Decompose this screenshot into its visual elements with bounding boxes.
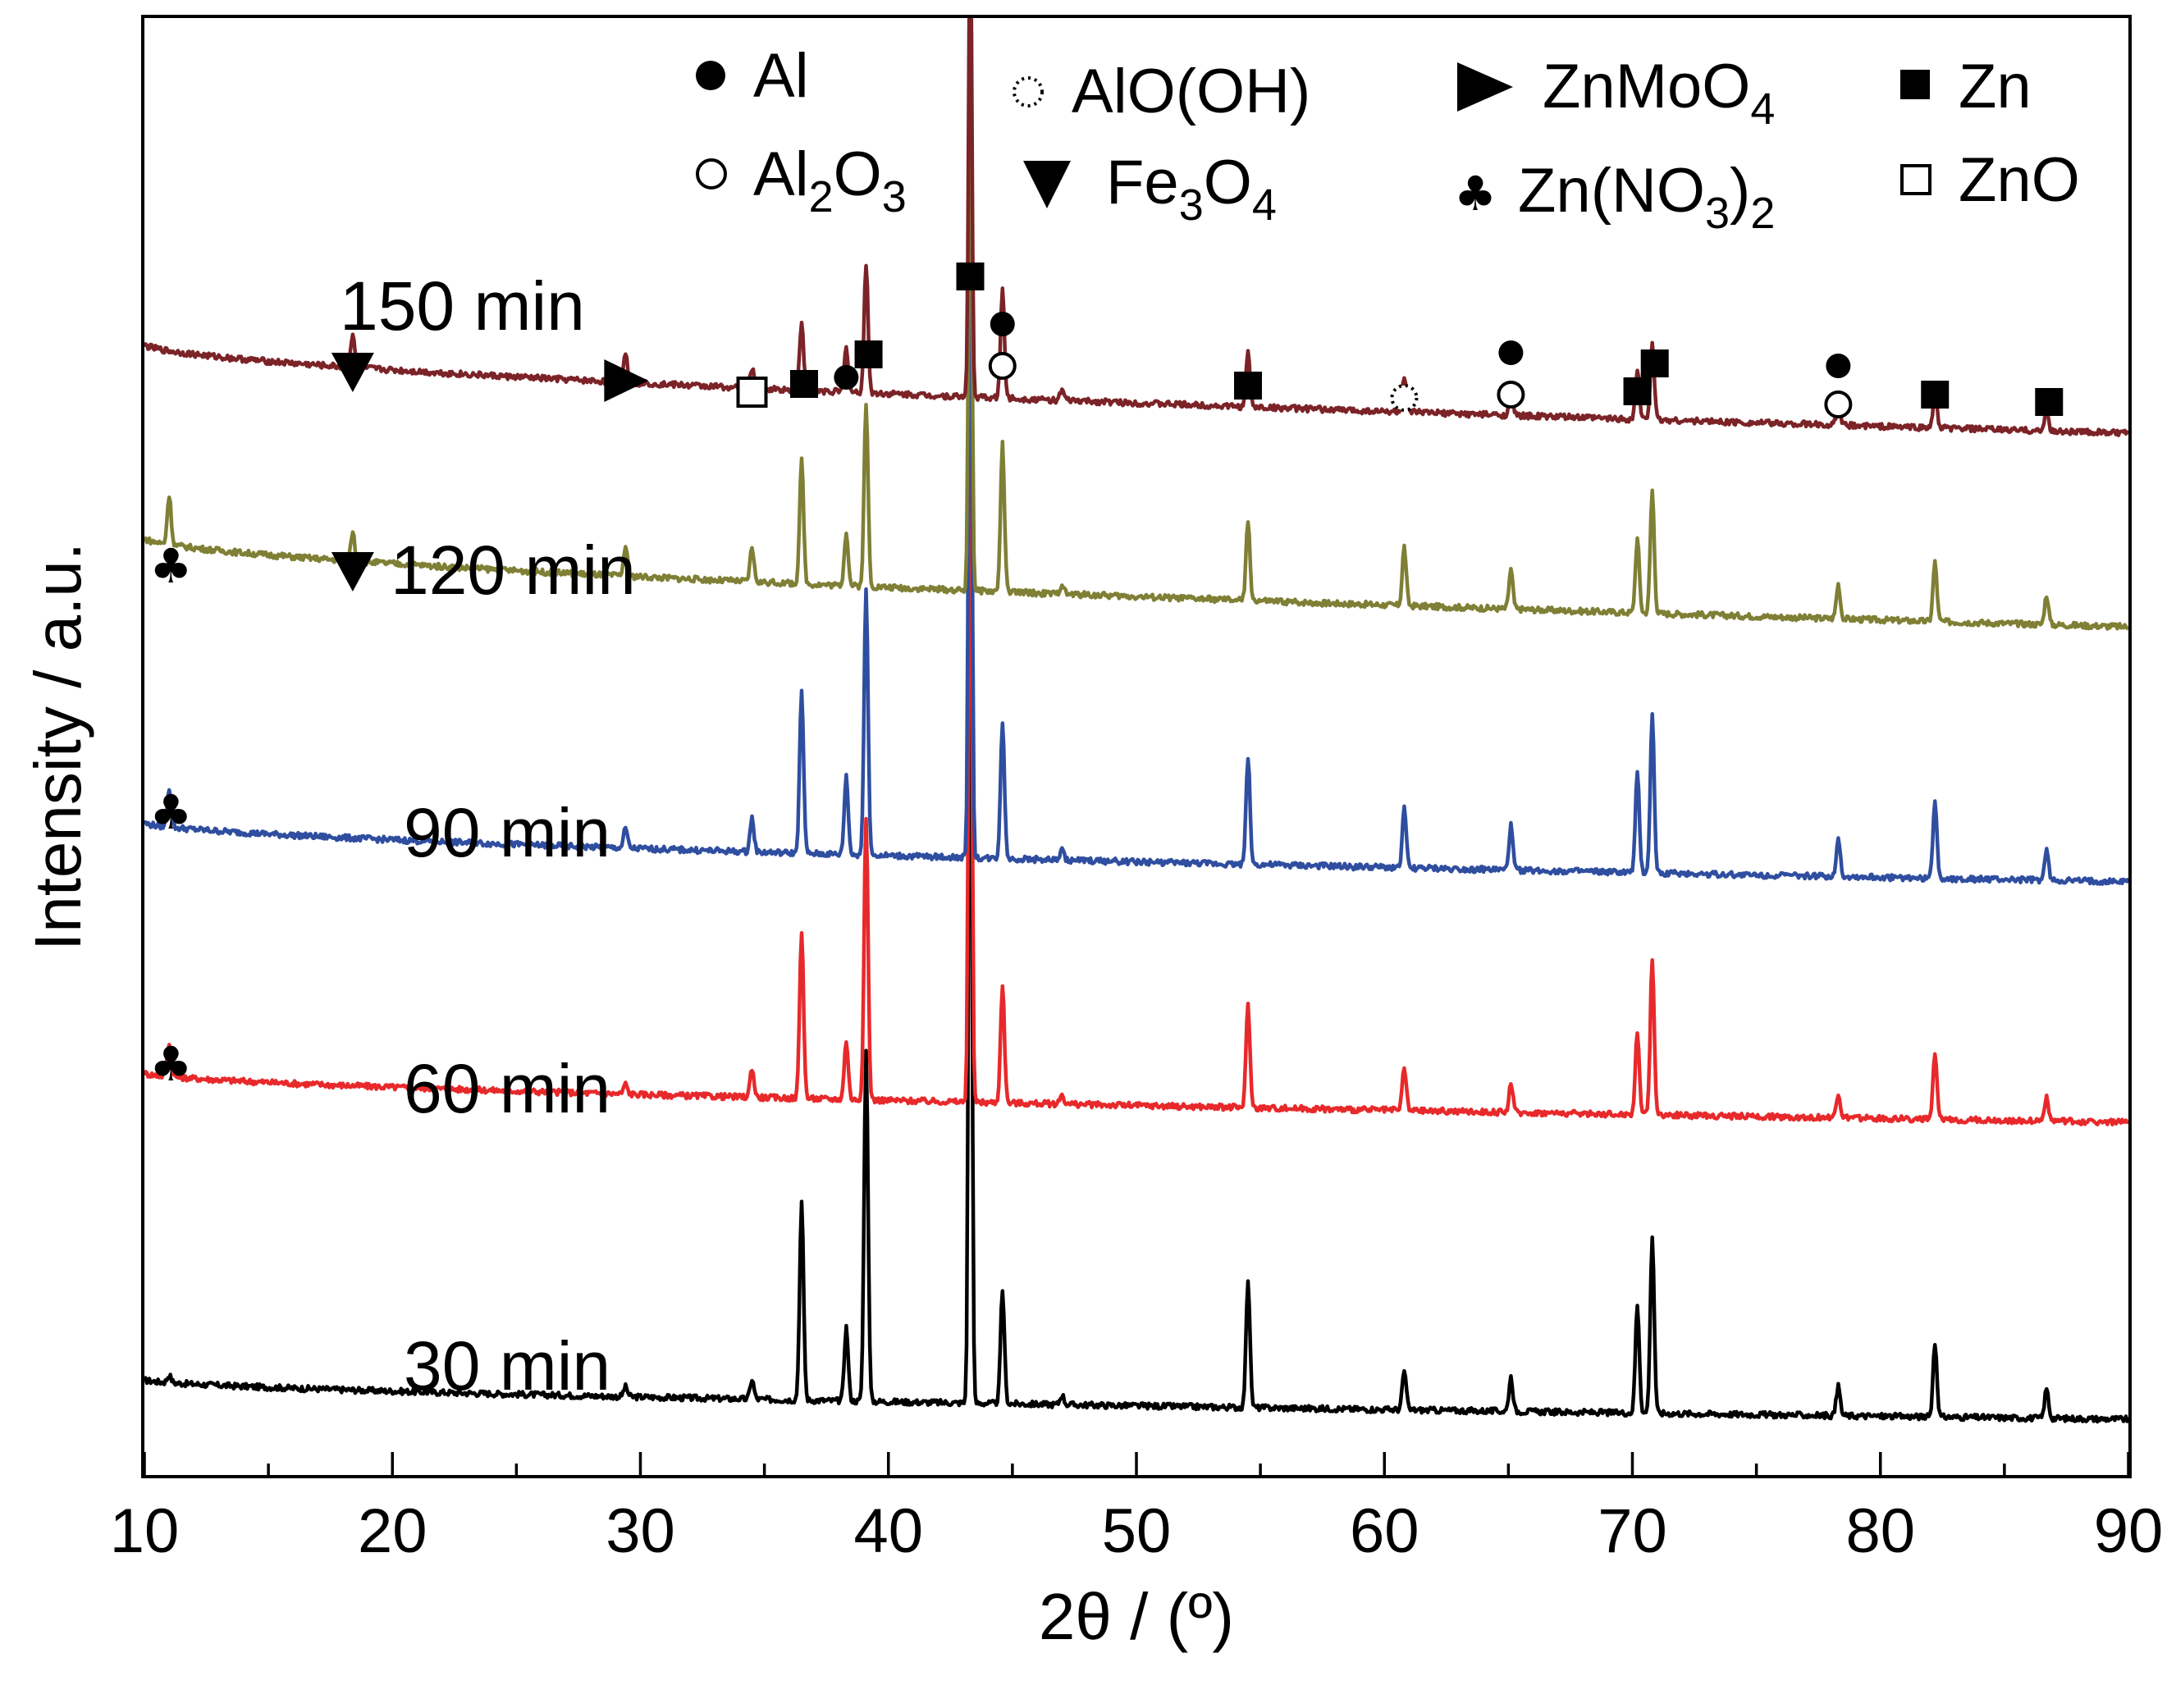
fe3o4-marker	[331, 353, 374, 392]
legend-znmoo4-marker	[1457, 62, 1513, 112]
al2o3-marker	[1497, 381, 1525, 409]
legend-zn-no3-2-label: Zn(NO3)2	[1518, 156, 1775, 238]
trace-30min	[144, 445, 2128, 1424]
legend-zno-marker	[1900, 164, 1931, 195]
x-tick-label: 80	[1845, 1496, 1915, 1566]
legend-fe3o4-label: Fe3O4	[1106, 148, 1277, 230]
legend-al-marker	[696, 61, 725, 90]
zn-marker	[1623, 377, 1652, 405]
legend-fe3o4-marker	[1023, 161, 1071, 208]
zn-no3-2-marker: ♣	[149, 538, 192, 594]
x-axis: 10 20 30 40 50 60 70 80 90	[110, 1452, 2164, 1566]
trace-90min	[144, 61, 2128, 886]
zn-marker	[2035, 388, 2064, 416]
legend-zn-label: Zn	[1959, 52, 2032, 121]
zn-marker	[1234, 372, 1263, 400]
x-tick-label: 90	[2094, 1496, 2164, 1566]
zn-no3-2-marker: ♣	[149, 1036, 192, 1092]
zno-marker	[736, 377, 768, 408]
trace-120min	[144, 18, 2128, 631]
series-group	[144, 18, 2128, 1424]
al-marker	[834, 365, 859, 390]
legend-znmoo4-label: ZnMoO4	[1543, 52, 1775, 134]
alooh-marker	[1390, 384, 1419, 412]
al2o3-marker	[988, 352, 1017, 380]
al-marker	[1498, 340, 1524, 365]
curve-label-120min: 120 min	[391, 532, 636, 609]
zn-marker	[956, 263, 985, 290]
curve-label-30min: 30 min	[404, 1327, 610, 1404]
al-marker	[990, 312, 1015, 336]
curve-label-90min: 90 min	[404, 794, 610, 871]
x-tick-label: 20	[358, 1496, 427, 1566]
x-tick-label: 60	[1350, 1496, 1419, 1566]
y-axis-title: Intensity / a.u.	[21, 542, 94, 951]
x-tick-label: 10	[110, 1496, 180, 1566]
zn-marker	[1640, 349, 1669, 377]
al-marker	[1826, 354, 1851, 378]
legend-aloooh-marker	[1013, 76, 1044, 107]
trace-60min	[144, 285, 2128, 1127]
zn-marker	[854, 340, 883, 368]
x-tick-label: 30	[606, 1496, 675, 1566]
zn-marker	[1921, 381, 1950, 409]
x-tick-label: 50	[1102, 1496, 1172, 1566]
x-tick-label: 40	[853, 1496, 923, 1566]
x-tick-label: 70	[1598, 1496, 1667, 1566]
phase-markers: ♣ ♣ ♣	[149, 263, 2064, 1092]
plot-frame	[141, 15, 2132, 1478]
znmoo4-marker	[604, 359, 649, 402]
curve-label-60min: 60 min	[404, 1050, 610, 1127]
trace-150min	[144, 18, 2128, 437]
al2o3-marker	[1824, 390, 1853, 418]
zn-marker	[789, 370, 818, 398]
legend-zn-no3-2-marker: ♣	[1454, 166, 1497, 221]
curve-label-150min: 150 min	[340, 267, 585, 345]
fe3o4-marker	[331, 552, 374, 591]
legend-al2o3-marker	[696, 158, 727, 190]
legend-al2o3-label: Al2O3	[753, 139, 907, 221]
zn-no3-2-marker: ♣	[149, 784, 192, 840]
legend: Al AlO(OH) ZnMoO4 Zn Al2O3 Fe3O4 ♣ Zn(NO…	[696, 41, 2080, 238]
legend-zno-label: ZnO	[1959, 145, 2080, 215]
legend-alooh-label: AlO(OH)	[1072, 57, 1310, 126]
legend-zn-marker	[1900, 70, 1930, 99]
legend-al-label: Al	[753, 41, 809, 111]
x-axis-title: 2θ / (º)	[1039, 1580, 1234, 1653]
